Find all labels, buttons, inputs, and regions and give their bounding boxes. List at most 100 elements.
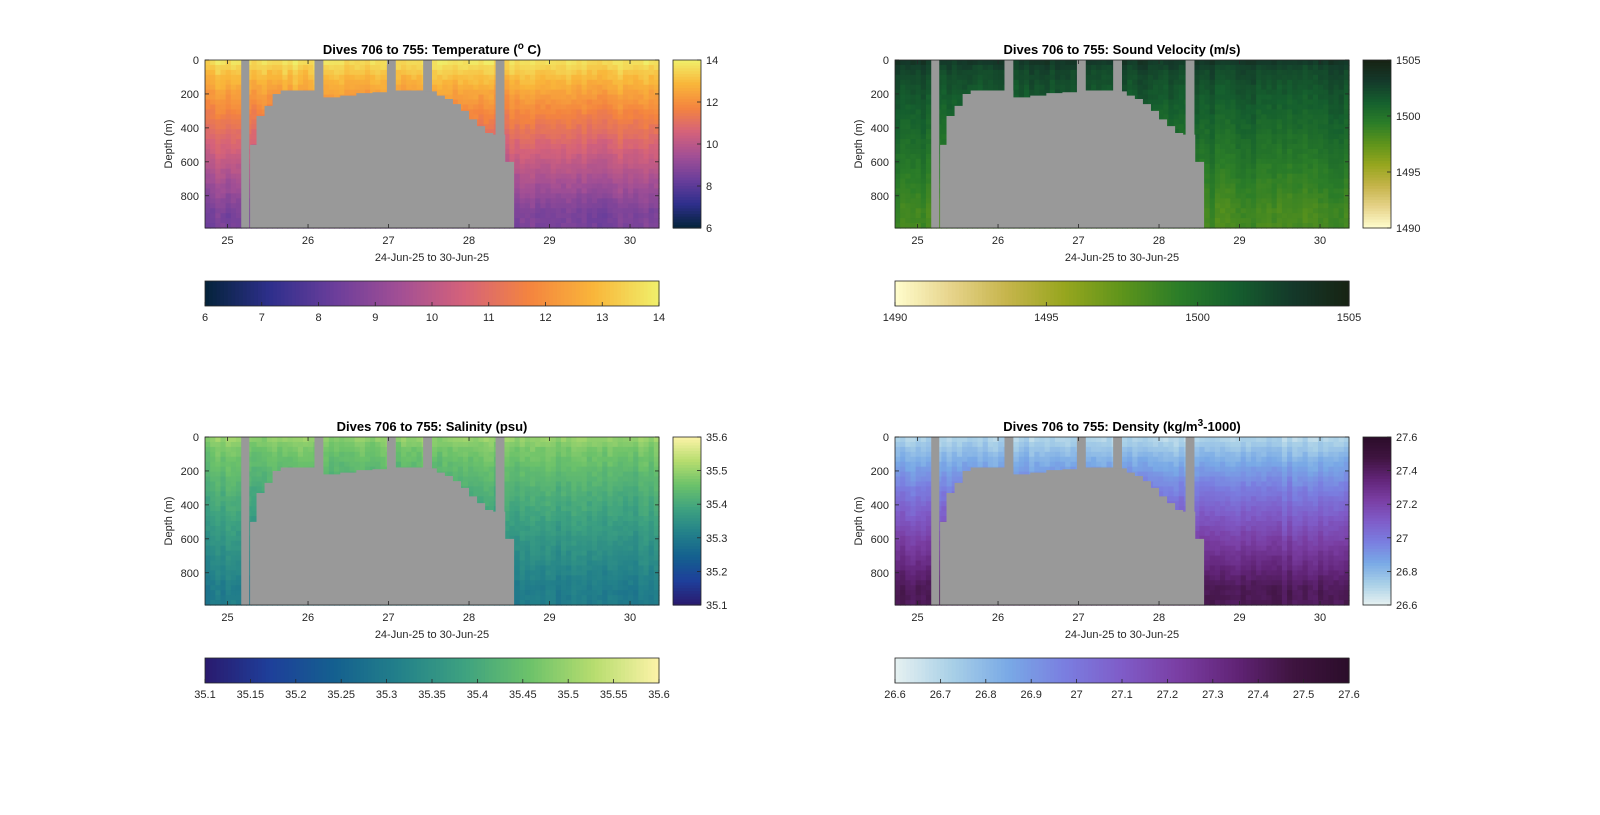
heatmap-cell <box>566 109 572 115</box>
heatmap-cell <box>535 203 541 209</box>
heatmap-cell <box>220 134 227 140</box>
heatmap-cell <box>524 183 531 190</box>
heatmap-cell <box>560 119 567 125</box>
heatmap-cell <box>597 208 603 214</box>
heatmap-cell <box>225 104 232 111</box>
axes-frame <box>204 59 660 229</box>
heatmap-cell <box>1054 64 1061 71</box>
colorbar-segment <box>394 281 399 306</box>
heatmap-cell <box>643 69 650 76</box>
heatmap-cell <box>230 188 237 195</box>
colorbar-tick-label: 6 <box>202 312 208 324</box>
heatmap-cell <box>230 158 237 165</box>
colorbar-tick-label: 10 <box>426 312 438 324</box>
heatmap-cell <box>571 218 578 224</box>
colorbar-segment <box>409 281 414 306</box>
heatmap-cell <box>581 64 588 71</box>
heatmap-cell <box>1060 84 1066 91</box>
heatmap-cell <box>220 213 227 219</box>
heatmap-cell <box>648 188 655 195</box>
heatmap-cell <box>215 193 222 199</box>
heatmap-cell <box>272 79 278 86</box>
heatmap-cell <box>220 178 227 185</box>
colorbar-segment <box>564 281 569 306</box>
colorbar-segment <box>484 281 490 306</box>
heatmap-cell <box>586 69 593 76</box>
heatmap-cell <box>1023 64 1030 71</box>
heatmap-cell <box>220 84 227 91</box>
heatmap-cell <box>555 74 562 81</box>
colorbar-tick-label: 14 <box>653 312 665 324</box>
heatmap-cell <box>555 60 562 66</box>
heatmap-cell <box>1122 79 1128 86</box>
colorbar-segment <box>621 281 626 306</box>
heatmap-cell <box>540 193 547 199</box>
heatmap-cell <box>925 60 932 66</box>
heatmap-cell <box>468 69 474 76</box>
heatmap-cell <box>215 74 222 81</box>
heatmap-cell <box>545 89 552 96</box>
heatmap-cell <box>576 79 583 86</box>
heatmap-cell <box>900 94 906 101</box>
heatmap-cell <box>411 79 418 86</box>
heatmap-cell <box>230 119 237 125</box>
heatmap-cell <box>1034 79 1041 86</box>
heatmap-cell <box>457 89 464 96</box>
heatmap-cell <box>359 89 366 96</box>
heatmap-cell <box>972 74 979 81</box>
heatmap-cell <box>941 74 948 81</box>
heatmap-cell <box>591 60 598 66</box>
heatmap-cell <box>597 173 603 180</box>
heatmap-cell <box>545 193 552 199</box>
heatmap-cell <box>540 99 547 106</box>
heatmap-cell <box>967 60 973 66</box>
heatmap-cell <box>519 124 526 130</box>
heatmap-cell <box>535 129 541 135</box>
heatmap-cell <box>920 69 927 76</box>
heatmap-cell <box>941 104 948 111</box>
heatmap-cell <box>648 168 655 175</box>
heatmap-cell <box>535 89 541 96</box>
heatmap-cell <box>617 188 624 195</box>
heatmap-cell <box>925 168 932 175</box>
heatmap-cell <box>504 158 510 165</box>
heatmap-cell <box>535 139 541 145</box>
heatmap-cell <box>602 114 609 120</box>
heatmap-cell <box>1044 89 1051 96</box>
heatmap-cell <box>597 119 603 125</box>
heatmap-cell <box>205 109 211 115</box>
heatmap-cell <box>457 74 464 81</box>
heatmap-cell <box>308 64 314 71</box>
heatmap-cell <box>1152 64 1159 71</box>
heatmap-cell <box>297 69 304 76</box>
heatmap-cell <box>571 99 578 106</box>
heatmap-cell <box>509 124 516 130</box>
heatmap-cell <box>1106 60 1113 66</box>
heatmap-cell <box>524 94 531 101</box>
heatmap-cell <box>586 198 593 204</box>
heatmap-cell <box>576 144 583 150</box>
heatmap-cell <box>297 74 304 81</box>
colorbar-segment <box>673 135 701 139</box>
heatmap-cell <box>622 129 629 135</box>
heatmap-cell <box>1137 84 1144 91</box>
heatmap-cell <box>251 104 258 111</box>
heatmap-cell <box>509 114 516 120</box>
colorbar-segment <box>454 281 460 306</box>
heatmap-cell <box>993 74 999 81</box>
heatmap-cell <box>920 139 927 145</box>
heatmap-cell <box>540 188 547 195</box>
heatmap-cell <box>530 183 536 190</box>
heatmap-cell <box>530 74 536 81</box>
heatmap-cell <box>910 74 917 81</box>
heatmap-cell <box>653 134 660 140</box>
heatmap-cell <box>956 69 963 76</box>
heatmap-cell <box>581 148 588 155</box>
colorbar-segment <box>537 281 543 306</box>
heatmap-cell <box>1023 79 1030 86</box>
heatmap-cell <box>519 203 526 209</box>
heatmap-cell <box>235 114 242 120</box>
heatmap-cell <box>230 178 237 185</box>
heatmap-cell <box>530 153 536 160</box>
heatmap-cell <box>905 114 912 120</box>
